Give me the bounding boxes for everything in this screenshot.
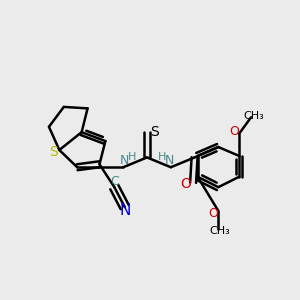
Text: N: N bbox=[165, 154, 174, 167]
Text: N: N bbox=[120, 154, 129, 167]
Text: C: C bbox=[110, 175, 119, 188]
Text: H: H bbox=[128, 152, 136, 162]
Text: S: S bbox=[150, 125, 159, 139]
Text: H: H bbox=[158, 152, 167, 162]
Text: S: S bbox=[49, 146, 58, 159]
Text: CH₃: CH₃ bbox=[243, 111, 264, 121]
Text: N: N bbox=[120, 203, 131, 218]
Text: O: O bbox=[208, 207, 218, 220]
Text: CH₃: CH₃ bbox=[209, 226, 230, 236]
Text: O: O bbox=[180, 177, 191, 191]
Text: O: O bbox=[229, 125, 239, 138]
